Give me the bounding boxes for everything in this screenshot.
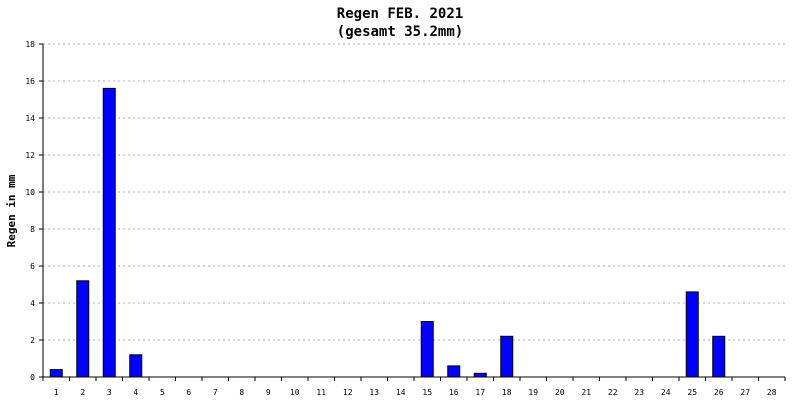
x-tick-label-19: 19 [528, 388, 538, 397]
x-tick-label-2: 2 [80, 388, 85, 397]
bar-day-3 [102, 87, 116, 378]
x-tick-label-17: 17 [475, 388, 485, 397]
x-tick-label-16: 16 [449, 388, 459, 397]
bar-day-1 [49, 369, 63, 378]
x-tick-label-10: 10 [290, 388, 300, 397]
x-tick-label-1: 1 [54, 388, 59, 397]
y-tick-label-2: 2 [30, 336, 35, 345]
x-tick-label-4: 4 [133, 388, 138, 397]
bar-day-2 [76, 280, 90, 378]
x-tick-label-13: 13 [369, 388, 379, 397]
y-tick-label-14: 14 [25, 114, 35, 123]
bar-day-25 [685, 291, 699, 378]
x-tick-label-8: 8 [239, 388, 244, 397]
x-tick-label-7: 7 [213, 388, 218, 397]
x-tick-label-23: 23 [634, 388, 644, 397]
x-tick-label-9: 9 [266, 388, 271, 397]
x-tick-label-12: 12 [343, 388, 353, 397]
bar-day-17 [473, 372, 487, 378]
y-tick-labels: 0 2 4 6 8 10 12 14 16 18 [25, 40, 35, 382]
y-tick-label-10: 10 [25, 188, 35, 197]
x-tick-label-3: 3 [107, 388, 112, 397]
x-tick-labels: 1 2 3 4 5 6 7 8 9 10 11 12 13 14 15 16 17 18 19 20 21 22 23 24 2… [54, 388, 777, 397]
x-tick-label-20: 20 [555, 388, 565, 397]
x-tick-label-26: 26 [714, 388, 724, 397]
bar-day-4 [129, 354, 143, 378]
x-tick-label-14: 14 [396, 388, 406, 397]
y-axis-label: Regen in mm [5, 174, 18, 247]
bars [49, 87, 726, 378]
chart-subtitle: (gesamt 35.2mm) [337, 24, 463, 40]
bar-day-18 [500, 335, 514, 378]
chart-title: Regen FEB. 2021 [337, 6, 463, 22]
bar-day-26 [712, 335, 726, 378]
y-tick-label-6: 6 [30, 262, 35, 271]
y-tick-label-8: 8 [30, 225, 35, 234]
x-tick-label-27: 27 [740, 388, 750, 397]
y-tick-label-0: 0 [30, 373, 35, 382]
axes [39, 43, 786, 381]
x-tick-label-25: 25 [687, 388, 697, 397]
y-tick-label-12: 12 [25, 151, 35, 160]
y-tick-label-16: 16 [25, 77, 35, 86]
x-tick-label-24: 24 [661, 388, 671, 397]
x-tick-label-28: 28 [767, 388, 777, 397]
x-tick-label-18: 18 [502, 388, 512, 397]
x-tick-label-5: 5 [160, 388, 165, 397]
x-tick-label-11: 11 [316, 388, 326, 397]
x-tick-label-15: 15 [422, 388, 432, 397]
bar-day-15 [420, 321, 434, 378]
bar-day-16 [447, 365, 461, 378]
y-tick-label-18: 18 [25, 40, 35, 49]
grid-lines [43, 43, 785, 341]
y-tick-label-4: 4 [30, 299, 35, 308]
x-tick-label-21: 21 [581, 388, 591, 397]
x-tick-label-22: 22 [608, 388, 618, 397]
x-tick-label-6: 6 [186, 388, 191, 397]
